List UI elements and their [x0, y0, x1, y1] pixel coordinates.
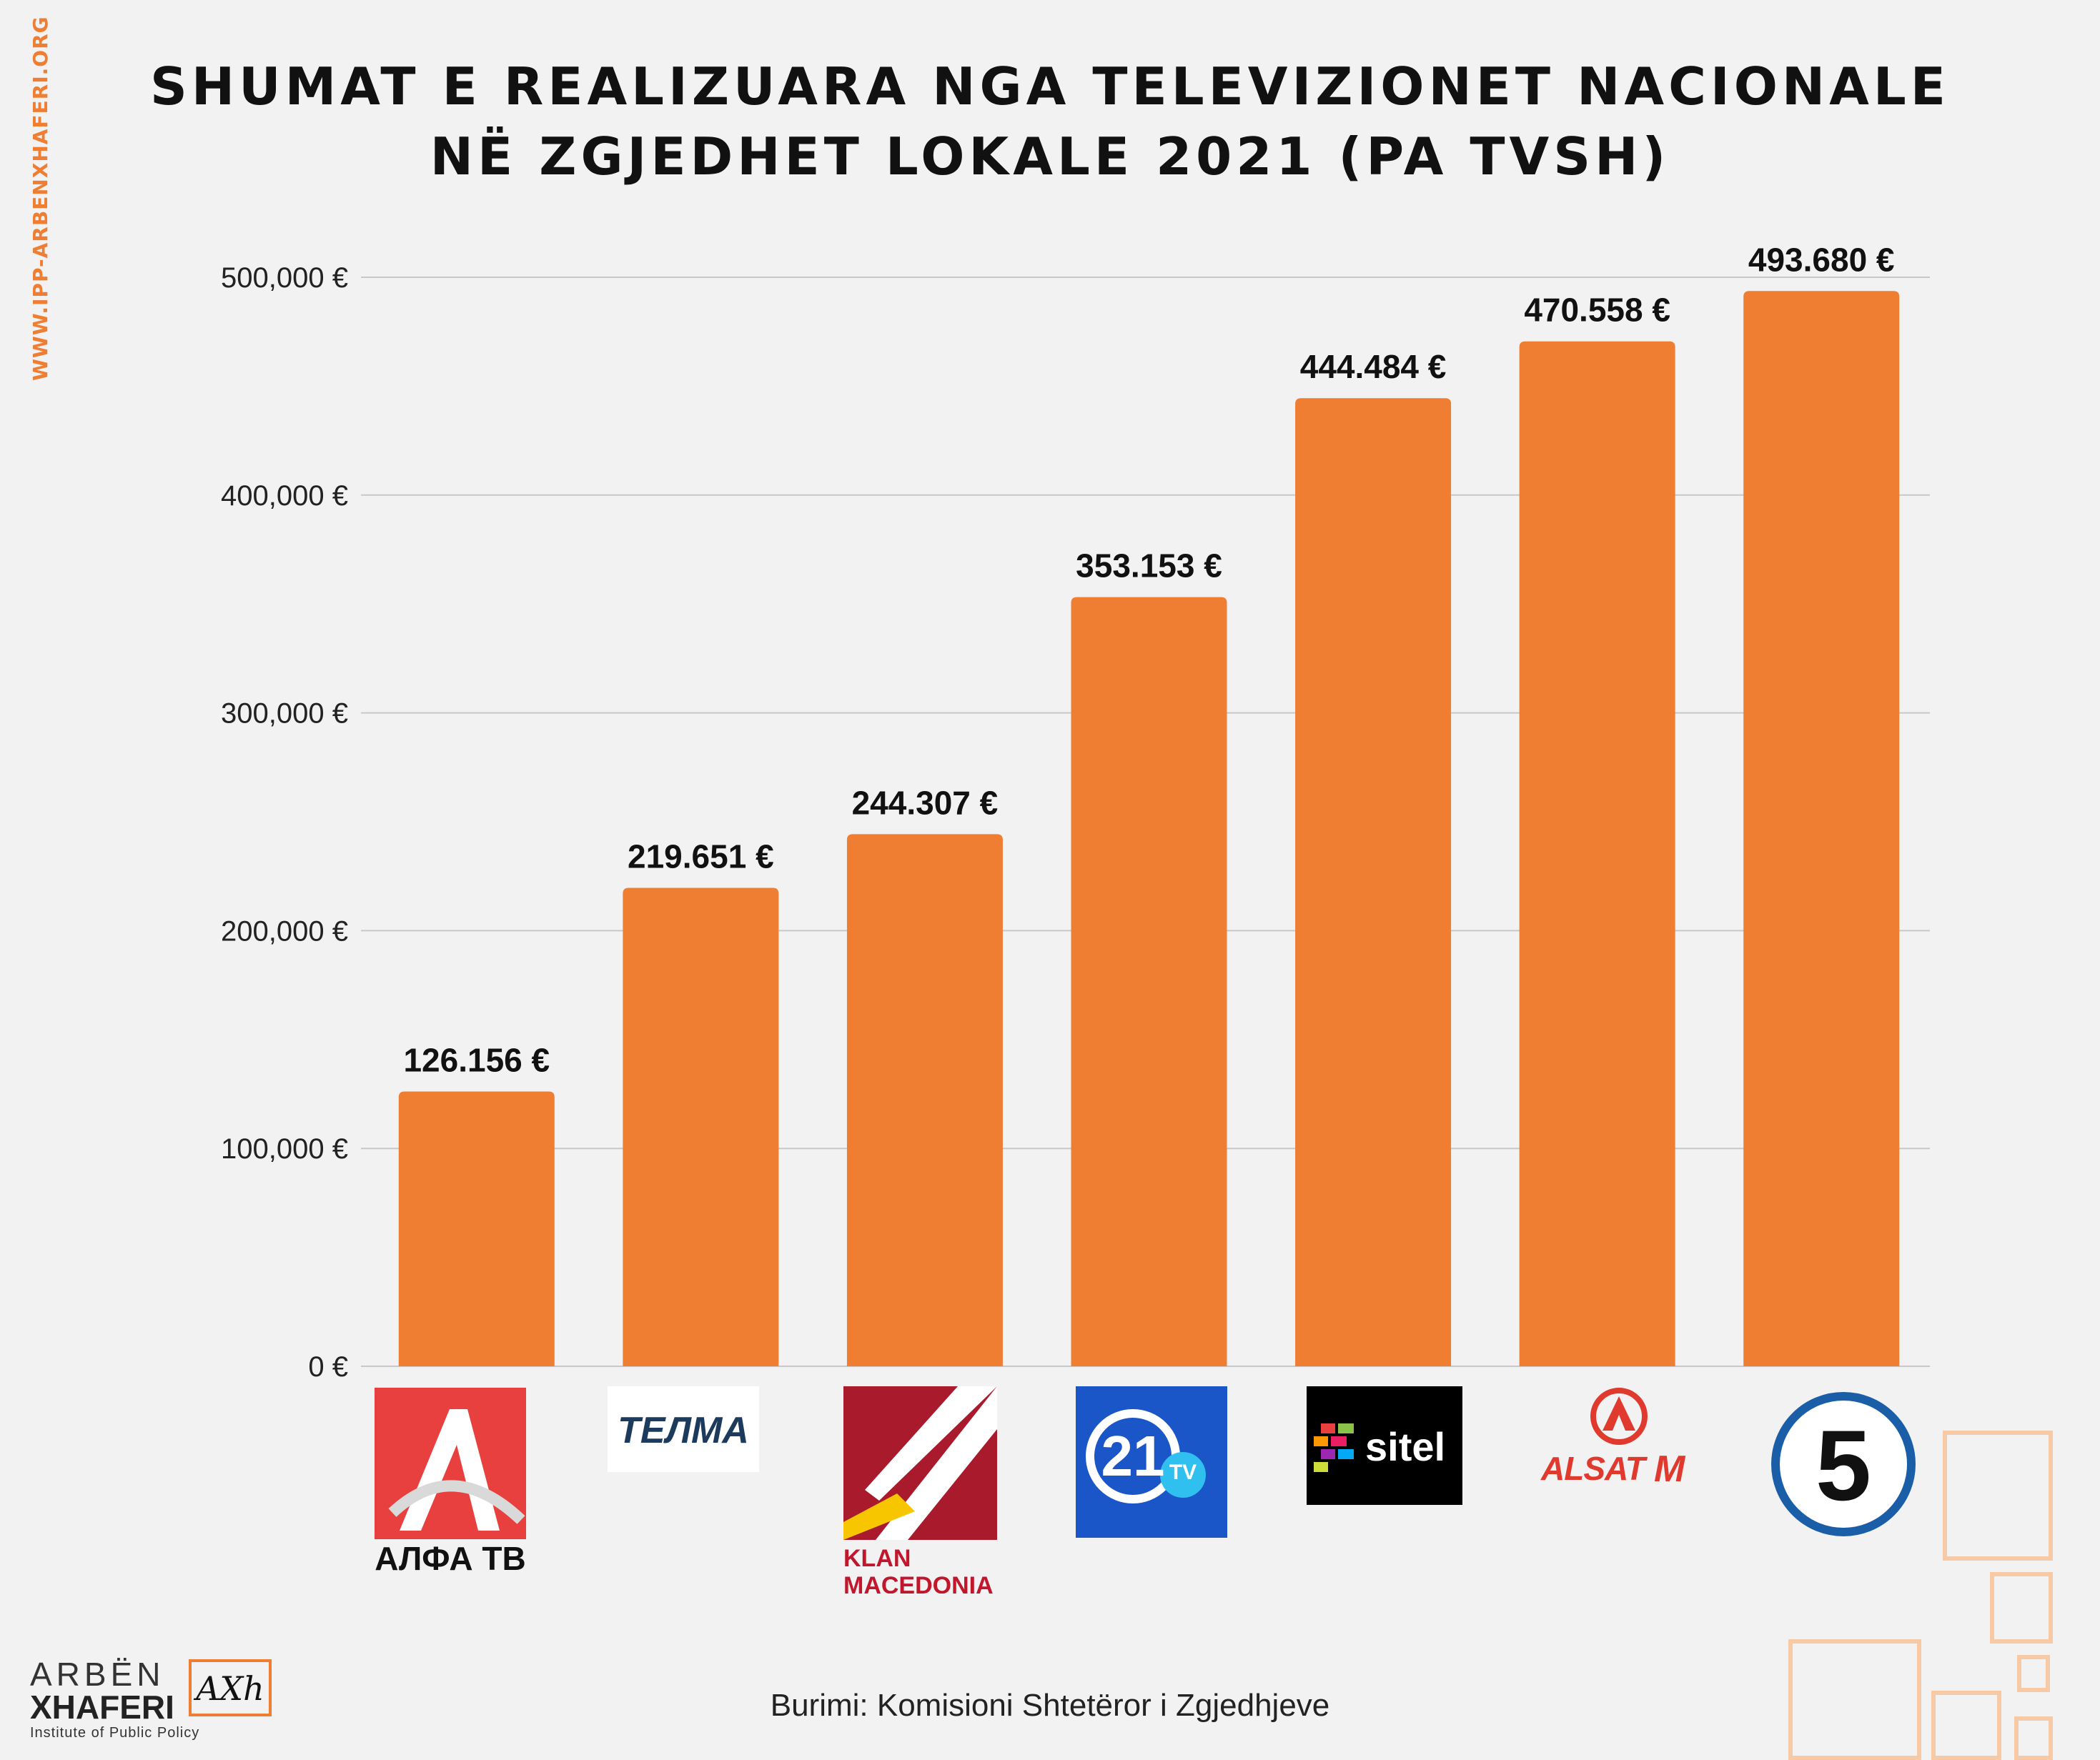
- y-tick-label: 0 €: [308, 1351, 348, 1383]
- y-tick-label: 100,000 €: [221, 1133, 348, 1165]
- sitel-text: sitel: [1365, 1424, 1446, 1469]
- tv21-logo: 21 TV: [1076, 1386, 1227, 1538]
- kanal5-number: 5: [1816, 1409, 1871, 1521]
- klan-emblem-icon: [843, 1386, 997, 1540]
- y-tick-label: 500,000 €: [221, 262, 348, 294]
- decor-square: [2017, 1655, 2050, 1692]
- alsat-text: ALSAT: [1541, 1450, 1645, 1487]
- alfa-a-icon: [388, 1409, 525, 1531]
- alsat-emblem-icon: [1590, 1388, 1648, 1445]
- bar: [1071, 597, 1227, 1367]
- data-label: 353.153 €: [1076, 547, 1222, 585]
- brand-name-top: ARBËN: [30, 1656, 165, 1693]
- sitel-blocks-icon: [1314, 1423, 1354, 1472]
- sitel-logo: sitel: [1307, 1386, 1462, 1505]
- data-label: 493.680 €: [1748, 241, 1895, 278]
- bar: [1295, 398, 1452, 1366]
- title-line-1: SHUMAT E REALIZUARA NGA TELEVIZIONET NAC…: [150, 56, 1950, 116]
- klan-macedonia-text: KLAN MACEDONIA: [843, 1545, 994, 1594]
- brand-name-bottom: XHAFERI: [30, 1689, 174, 1726]
- tv21-emblem-icon: [1086, 1409, 1206, 1503]
- data-label: 244.307 €: [852, 784, 999, 821]
- y-tick-label: 200,000 €: [221, 915, 348, 947]
- bar: [846, 834, 1003, 1366]
- y-tick-label: 400,000 €: [221, 480, 348, 512]
- brand-subtitle: Institute of Public Policy: [30, 1725, 200, 1741]
- decor-square: [1931, 1691, 2001, 1760]
- telma-text: ТЕЛМА: [618, 1410, 749, 1451]
- bar: [398, 1091, 555, 1366]
- y-tick-label: 300,000 €: [221, 698, 348, 730]
- brand-logo: ARBËN XHAFERI Institute of Public Policy…: [30, 1655, 272, 1741]
- alsat-m-logo: ALSAT M: [1537, 1386, 1698, 1493]
- data-label: 126.156 €: [403, 1041, 550, 1078]
- source-note: Burimi: Komisioni Shtetëror i Zgjedhjeve: [770, 1688, 1330, 1723]
- decor-square: [2014, 1716, 2053, 1760]
- kanal5-logo: 5: [1771, 1392, 1916, 1536]
- decor-square: [1943, 1431, 2053, 1561]
- alfa-tv-text: АЛФА ТВ: [375, 1540, 526, 1577]
- decor-square: [1990, 1572, 2053, 1644]
- tv21-number: 21: [1101, 1424, 1165, 1488]
- decor-square: [1788, 1639, 1921, 1760]
- bar-chart: 0 € 100,000 € 200,000 € 300,000 € 400,000 € 5…: [221, 241, 1930, 1383]
- data-label: 470.558 €: [1524, 292, 1670, 329]
- alsat-m-mark: M: [1654, 1448, 1685, 1490]
- bar: [1519, 341, 1675, 1366]
- brand-signature-mark: AXh: [189, 1659, 272, 1716]
- telma-logo: ТЕЛМА: [608, 1386, 759, 1472]
- alfa-tv-logo: АЛФА ТВ: [375, 1388, 526, 1581]
- klan-macedonia-logo: KLAN MACEDONIA: [843, 1386, 997, 1594]
- bar: [1743, 291, 1900, 1366]
- bar: [623, 888, 779, 1366]
- title-line-2: NË ZGJEDHET LOKALE 2021 (PA TVSH): [430, 126, 1670, 187]
- chart-title: SHUMAT E REALIZUARA NGA TELEVIZIONET NAC…: [0, 51, 2100, 192]
- tv21-badge: TV: [1169, 1461, 1197, 1484]
- data-label: 219.651 €: [628, 838, 774, 875]
- data-label: 444.484 €: [1300, 348, 1447, 385]
